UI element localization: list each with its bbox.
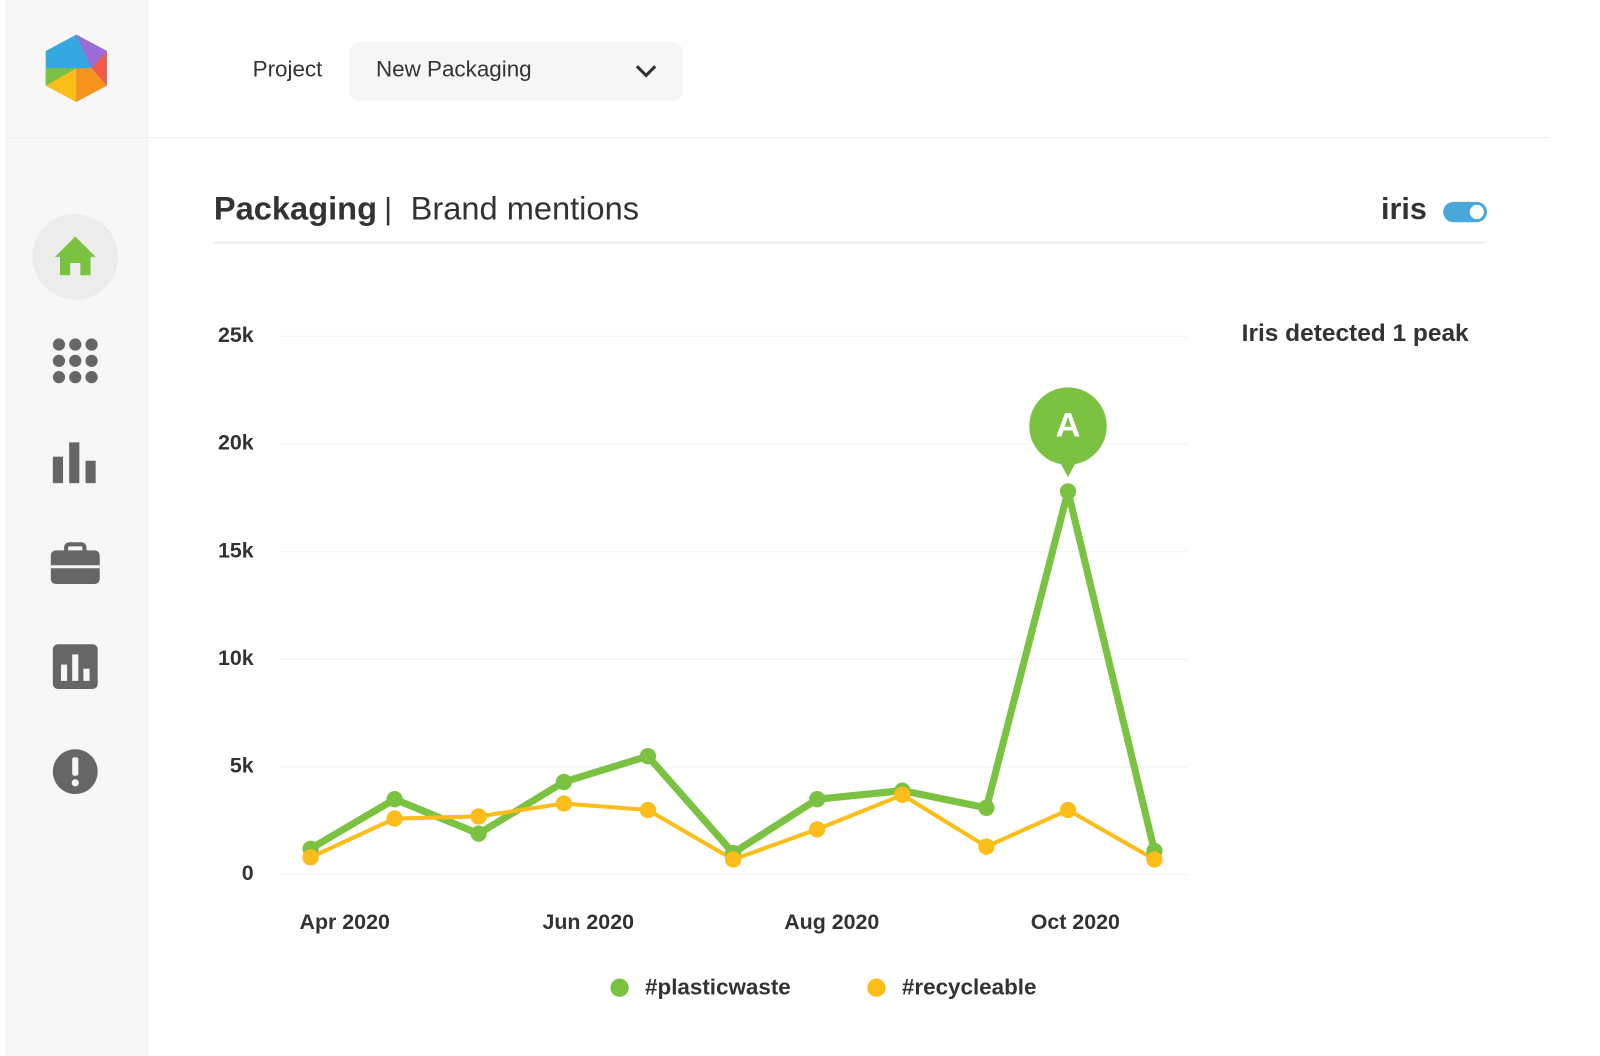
chart: 0 5k 10k 15k 20k 25k Apr 2020 Jun 2020 Aug 2020 O… [218, 323, 1188, 1000]
analytics-icon[interactable] [52, 442, 96, 484]
data-point [1059, 483, 1077, 500]
data-point [639, 748, 657, 765]
y-tick-label: 25k [218, 323, 254, 347]
legend-label: #plasticwaste [645, 975, 791, 1000]
y-tick-label: 15k [218, 538, 254, 562]
y-tick-label: 10k [218, 646, 254, 670]
legend-label: #recycleable [902, 975, 1037, 1000]
data-point [302, 849, 319, 866]
data-point [639, 801, 657, 819]
project-label: Project [253, 56, 324, 81]
data-point [978, 838, 995, 855]
dropdown-chevron[interactable] [635, 65, 657, 78]
toggle-label: iris [1381, 192, 1427, 226]
home-icon[interactable] [54, 236, 96, 276]
project-dropdown[interactable] [349, 41, 683, 101]
data-point [555, 795, 573, 812]
data-point [470, 808, 487, 825]
y-tick-label: 20k [218, 431, 254, 455]
x-tick-label: Jun 2020 [542, 910, 634, 934]
y-tick-label: 5k [230, 754, 254, 778]
panel-subtitle: Brand mentions [411, 190, 639, 227]
x-tick-label: Oct 2020 [1031, 910, 1120, 934]
data-point [555, 773, 573, 791]
data-point [894, 786, 911, 804]
data-point [386, 791, 403, 808]
logo [45, 34, 107, 102]
alert-icon[interactable] [52, 749, 98, 795]
sidebar [4, 0, 148, 1056]
data-point [1146, 851, 1163, 868]
data-point [809, 821, 826, 838]
peak-pin-label: A [1055, 406, 1080, 444]
data-point [809, 791, 826, 808]
annotation-note: Iris detected 1 peak [1242, 320, 1469, 347]
toggle-knob[interactable] [1469, 204, 1484, 220]
project-value[interactable]: New Packaging [376, 56, 532, 81]
data-point [724, 851, 742, 868]
peak-pin [1029, 387, 1107, 465]
report-icon[interactable] [52, 644, 98, 690]
legend-marker [610, 978, 629, 997]
series-line [308, 487, 1158, 857]
data-point [1059, 801, 1077, 819]
x-tick-label: Aug 2020 [784, 910, 879, 934]
panel-title: Packaging [214, 190, 377, 227]
x-tick-label: Apr 2020 [300, 910, 390, 934]
apps-icon[interactable] [52, 338, 98, 384]
y-tick-label: 0 [242, 861, 254, 885]
briefcase-icon[interactable] [50, 542, 100, 585]
data-point [470, 825, 487, 842]
legend-marker [867, 978, 886, 997]
data-point [386, 810, 403, 827]
data-point [978, 799, 995, 816]
panel-separator: | [384, 192, 392, 226]
